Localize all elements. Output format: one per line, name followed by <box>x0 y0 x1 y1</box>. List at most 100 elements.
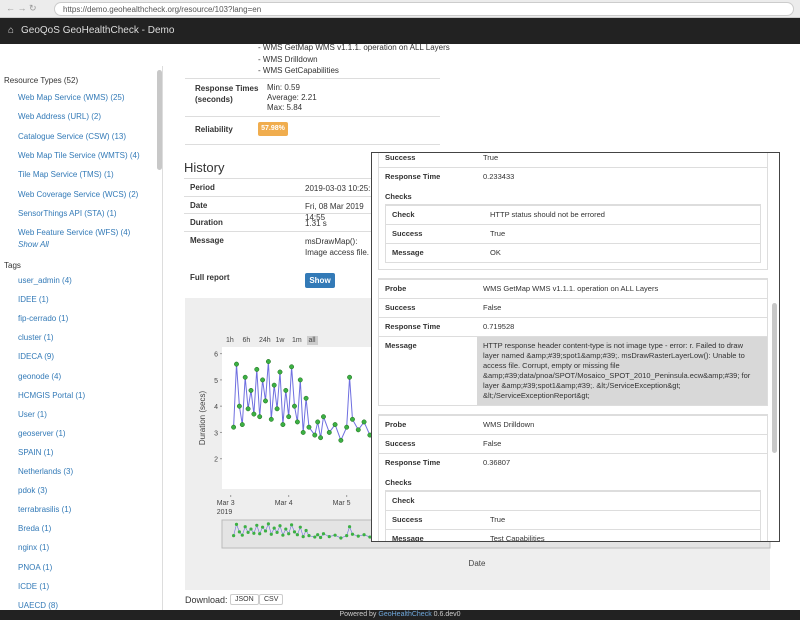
tag-link[interactable]: UAECD (8) <box>18 601 58 610</box>
label: Reliability <box>195 125 233 134</box>
row-value: OK <box>484 244 760 263</box>
report-row: Response Time0.719528 <box>379 318 767 337</box>
address-bar[interactable]: https://demo.geohealthcheck.org/resource… <box>54 2 794 16</box>
resource-type-link[interactable]: Web Coverage Service (WCS) (2) <box>18 190 138 199</box>
tag-link[interactable]: IDECA (9) <box>18 352 54 361</box>
tag-link[interactable]: nginx (1) <box>18 543 49 552</box>
row-label: Message <box>386 244 484 263</box>
range-button[interactable]: 1w <box>274 336 287 345</box>
report-row: Response Time0.233433 <box>379 168 767 187</box>
tag-link[interactable]: cluster (1) <box>18 333 54 342</box>
report-row: MessageHTTP response header content-type… <box>379 337 767 406</box>
tag-link[interactable]: geoserver (1) <box>18 429 66 438</box>
tag-link[interactable]: terrabrasilis (1) <box>18 505 71 514</box>
row-value: True <box>477 152 767 168</box>
row-label: Response Time <box>379 318 477 337</box>
tag-link[interactable]: PNOA (1) <box>18 563 52 572</box>
row-label: Probe <box>379 280 477 299</box>
tag-link[interactable]: pdok (3) <box>18 486 47 495</box>
range-button[interactable]: 24h <box>257 336 273 345</box>
footer: Powered by GeoHealthCheck 0.6.dev0 <box>0 610 800 620</box>
label: Period <box>190 183 215 192</box>
resource-type-link[interactable]: Catalogue Service (CSW) (13) <box>18 132 126 141</box>
row-label: Check <box>386 492 484 511</box>
tag-link[interactable]: IDEE (1) <box>18 295 49 304</box>
check-block: CheckHTTP status should not be erroredSu… <box>385 204 761 263</box>
row-value <box>484 492 760 511</box>
report-row: Check <box>386 492 760 511</box>
row-value: False <box>477 299 767 318</box>
report-row: MessageTest Capabilities <box>386 530 760 543</box>
section-title: Resource Types (52) <box>4 76 78 85</box>
sidebar: Resource Types (52) Web Map Service (WMS)… <box>0 66 163 610</box>
row-label: Response Time <box>379 168 477 187</box>
divider <box>184 231 384 232</box>
section-title: Tags <box>4 261 21 270</box>
row-value: 0.719528 <box>477 318 767 337</box>
response-time: Min: 0.59 <box>267 83 300 92</box>
resource-type-link[interactable]: Web Address (URL) (2) <box>18 112 101 121</box>
divider <box>184 178 384 179</box>
row-value: Test Capabilities <box>484 530 760 543</box>
report-row: SuccessTrue <box>386 225 760 244</box>
nav-arrows: ← → ↻ <box>6 3 37 14</box>
label: Duration <box>190 218 223 227</box>
footer-version: 0.6.dev0 <box>434 611 461 618</box>
row-value: True <box>484 225 760 244</box>
report-table: SuccessTrueResponse Time0.233433 <box>379 152 767 186</box>
resource-type-link[interactable]: Web Map Service (WMS) (25) <box>18 93 125 102</box>
tag-link[interactable]: geonode (4) <box>18 372 61 381</box>
tag-link[interactable]: ICDE (1) <box>18 582 49 591</box>
report-row: CheckHTTP status should not be errored <box>386 206 760 225</box>
tag-link[interactable]: fip-cerrado (1) <box>18 314 68 323</box>
capability: - WMS GetCapabilities <box>258 66 339 75</box>
range-button[interactable]: 1m <box>290 336 304 345</box>
home-icon: ⌂ <box>8 25 14 36</box>
report-row: SuccessTrue <box>379 152 767 168</box>
report-row: MessageOK <box>386 244 760 263</box>
tag-link[interactable]: SPAIN (1) <box>18 448 53 457</box>
report-table: CheckSuccessTrueMessageTest Capabilities <box>386 491 760 542</box>
tag-link[interactable]: HCMGIS Portal (1) <box>18 391 85 400</box>
resource-type-link[interactable]: SensorThings API (STA) (1) <box>18 209 117 218</box>
divider <box>185 116 440 117</box>
footer-text: Powered by <box>339 611 376 618</box>
report-table: CheckHTTP status should not be erroredSu… <box>386 205 760 262</box>
row-label: Success <box>379 152 477 168</box>
report-row: Response Time0.36807 <box>379 454 767 473</box>
scrollbar[interactable] <box>157 70 162 170</box>
brand[interactable]: GeoQoS GeoHealthCheck - Demo <box>21 25 174 36</box>
download-button[interactable]: CSV <box>259 594 283 605</box>
url: https://demo.geohealthcheck.org/resource… <box>63 5 261 14</box>
row-label: Success <box>379 435 477 454</box>
checks-title: Checks <box>379 186 767 204</box>
resource-type-link[interactable]: Web Map Tile Service (WMTS) (4) <box>18 151 140 160</box>
row-label: Check <box>386 206 484 225</box>
row-label: Message <box>386 530 484 543</box>
tag-link[interactable]: user_admin (4) <box>18 276 72 285</box>
row-value: WMS Drilldown <box>477 416 767 435</box>
show-all-link[interactable]: Show All <box>18 240 49 249</box>
row-label: Success <box>386 225 484 244</box>
popup-scrollbar[interactable] <box>772 303 777 453</box>
divider <box>184 213 384 214</box>
label: Download: <box>185 595 228 605</box>
range-button[interactable]: 6h <box>241 336 253 345</box>
tag-link[interactable]: Netherlands (3) <box>18 467 73 476</box>
row-label: Response Time <box>379 454 477 473</box>
divider <box>184 196 384 197</box>
tag-link[interactable]: Breda (1) <box>18 524 51 533</box>
range-button[interactable]: 1h <box>224 336 236 345</box>
download-button[interactable]: JSON <box>230 594 259 605</box>
tag-link[interactable]: User (1) <box>18 410 47 419</box>
resource-type-link[interactable]: Web Feature Service (WFS) (4) <box>18 228 130 237</box>
footer-link[interactable]: GeoHealthCheck <box>378 611 431 618</box>
report-row: SuccessFalse <box>379 299 767 318</box>
resource-type-link[interactable]: Tile Map Service (TMS) (1) <box>18 170 114 179</box>
show-button[interactable]: Show <box>305 273 335 288</box>
row-label: Message <box>379 337 477 406</box>
range-button[interactable]: all <box>307 336 318 345</box>
row-value: 0.233433 <box>477 168 767 187</box>
row-value: HTTP status should not be errored <box>484 206 760 225</box>
row-label: Success <box>386 511 484 530</box>
